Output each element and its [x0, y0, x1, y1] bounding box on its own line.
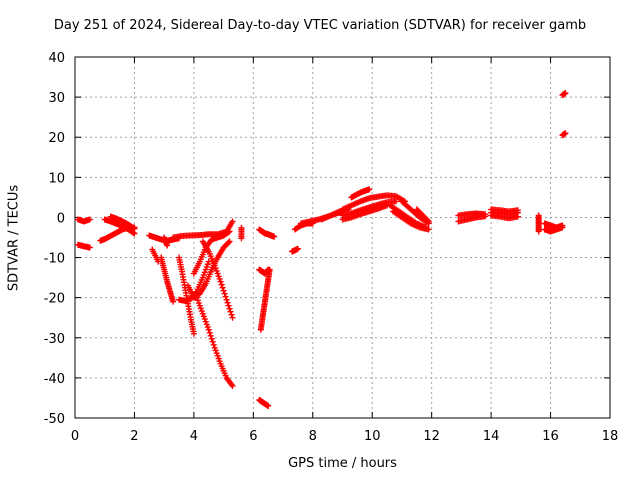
data-point — [131, 225, 138, 232]
y-tick-label: 30 — [48, 91, 65, 106]
x-tick-label: 2 — [130, 429, 138, 444]
x-tick-label: 16 — [542, 429, 559, 444]
data-point — [209, 338, 216, 345]
data-point — [514, 209, 521, 216]
data-point — [229, 382, 236, 389]
data-point — [294, 245, 301, 252]
data-point — [238, 235, 245, 242]
data-point — [221, 290, 228, 297]
data-point — [218, 281, 225, 288]
data-point — [86, 216, 93, 223]
data-point — [206, 329, 213, 336]
data-point — [366, 186, 373, 193]
data-point — [164, 242, 171, 249]
data-point — [424, 217, 431, 224]
tick-labels: -50 -40 -30 -20 -10 0 10 20 30 40 0 2 4 6 8 10 12 14 16 18 — [44, 51, 619, 444]
x-tick-label: 6 — [249, 429, 257, 444]
data-point — [224, 299, 231, 306]
data-point — [228, 311, 235, 318]
data-point — [219, 284, 226, 291]
y-tick-label: -20 — [44, 292, 65, 307]
data-point — [265, 402, 272, 409]
y-tick-label: -40 — [44, 372, 65, 387]
x-tick-label: 14 — [483, 429, 500, 444]
data-point — [229, 314, 236, 321]
data-point — [217, 278, 224, 285]
data-point — [225, 302, 232, 309]
data-point — [562, 90, 569, 97]
data-point — [225, 239, 232, 246]
y-tick-label: 20 — [48, 131, 65, 146]
y-tick-label: 10 — [48, 171, 65, 186]
chart-title: Day 251 of 2024, Sidereal Day-to-day VTE… — [53, 18, 587, 33]
y-tick-label: -50 — [44, 412, 65, 427]
data-point — [220, 287, 227, 294]
data-point — [229, 218, 236, 225]
data-point — [559, 224, 566, 231]
x-tick-label: 18 — [602, 429, 619, 444]
data-point — [205, 326, 212, 333]
y-tick-label: -30 — [44, 332, 65, 347]
x-tick-label: 4 — [190, 429, 198, 444]
data-point — [86, 244, 93, 251]
grid-lines — [75, 57, 610, 418]
data-point — [227, 308, 234, 315]
data-point — [393, 198, 399, 205]
y-axis-label: SDTVAR / TECUs — [6, 184, 22, 292]
x-tick-label: 0 — [71, 429, 79, 444]
plot-frame — [74, 56, 611, 419]
data-point — [271, 233, 278, 240]
y-tick-label: 40 — [48, 51, 65, 66]
data-point — [223, 296, 230, 303]
data-point — [155, 258, 162, 265]
data-points — [74, 90, 569, 409]
data-point — [222, 293, 229, 300]
data-point — [562, 130, 569, 137]
data-point — [422, 224, 429, 231]
data-point — [226, 305, 233, 312]
data-point — [266, 266, 273, 273]
data-point — [170, 298, 177, 305]
y-tick-label: -10 — [44, 252, 65, 267]
data-point — [210, 341, 217, 348]
data-point — [535, 228, 542, 235]
data-point — [190, 330, 197, 337]
x-tick-label: 8 — [309, 429, 317, 444]
data-point — [425, 218, 432, 225]
x-axis-label: GPS time / hours — [288, 456, 397, 471]
x-tick-label: 10 — [364, 429, 381, 444]
data-point — [207, 332, 214, 339]
data-point — [482, 211, 489, 218]
data-point — [226, 238, 233, 245]
y-tick-label: 0 — [57, 211, 65, 226]
data-point — [208, 335, 215, 342]
x-tick-label: 12 — [423, 429, 440, 444]
